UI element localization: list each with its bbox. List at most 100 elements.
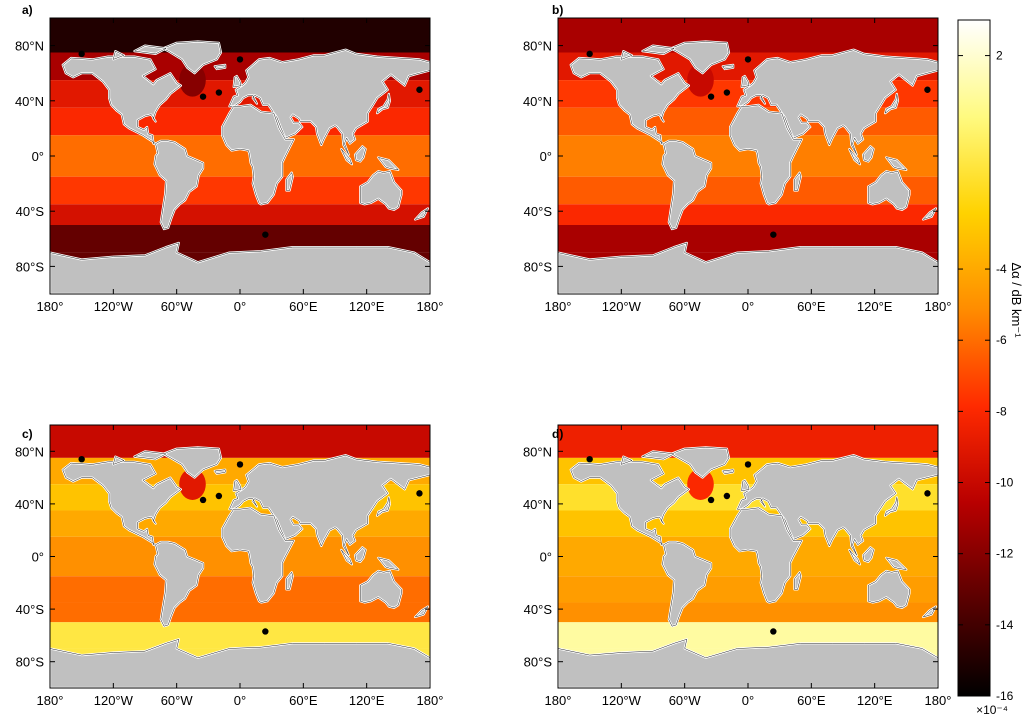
panel-label-b: b) (552, 3, 563, 17)
frame-b: 180° 120°W 60°W 0° 60°E 120°E 180° 80°N 40°N 0° 40… (523, 17, 951, 314)
map-panel-d: 180° 120°W 60°W 0° 60°E 120°E 180° 80°N 40°N 0° 40… (523, 424, 951, 708)
ocean-band (50, 602, 430, 623)
ocean-band (50, 425, 430, 458)
coastline (620, 456, 633, 465)
frame-a: 180° 120°W 60°W 0° 60°E 120°E 180° 80°N 40°N 0° 40… (15, 17, 443, 314)
station-marker (416, 86, 423, 93)
station-marker (199, 496, 207, 504)
x-tick-label: 60°E (289, 299, 318, 314)
coastline (884, 93, 899, 114)
coastline (884, 497, 899, 517)
coastline (868, 570, 910, 609)
x-tick-label: 120°W (94, 299, 134, 314)
colorbar-bar (957, 19, 991, 697)
colorbar-tick-label: -16 (996, 689, 1014, 703)
coastline (376, 93, 391, 114)
colorbar-tick-label: -14 (996, 618, 1014, 632)
landmass-c (50, 446, 430, 688)
coastline (862, 145, 874, 162)
coastline (233, 479, 242, 492)
y-tick-label: 40°S (16, 602, 45, 617)
colorbar: 2 -4 -6 -8 -10 -12 -14 -16 Δα / dB km⁻¹ ×10⁻⁴ (957, 19, 1024, 717)
station-marker (236, 56, 244, 63)
y-tick-label: 40°N (15, 497, 44, 512)
landmass-b (558, 40, 938, 294)
frame-d: 180° 120°W 60°W 0° 60°E 120°E 180° 80°N 40°N 0° 40… (523, 424, 951, 708)
station-marker (199, 93, 207, 100)
coastline (729, 507, 803, 603)
coastline (221, 507, 295, 603)
map-panel-a: 180° 120°W 60°W 0° 60°E 120°E 180° 80°N 40°N 0° 40… (15, 3, 443, 314)
coastline (849, 148, 861, 166)
y-tick-label: 0° (32, 550, 44, 565)
coastline (376, 497, 391, 517)
coastline (214, 469, 226, 474)
map-panel-c: 180° 120°W 60°W 0° 60°E 120°E 180° 80°N 40°N 0° 40… (15, 424, 443, 708)
coastline (112, 456, 125, 465)
y-tick-label: 80°S (16, 655, 45, 670)
coastline (133, 451, 167, 460)
colorbar-label: Δα / dB km⁻¹ (1009, 262, 1024, 338)
station-marker (236, 461, 244, 468)
coastline (662, 140, 712, 230)
x-tick-label: 0° (742, 299, 754, 314)
coastline (923, 207, 937, 220)
coastline (570, 56, 690, 146)
north-atlantic-anomaly (179, 468, 206, 500)
colorbar-ticks: 2 -4 -6 -8 -10 -12 -14 -16 (958, 49, 1014, 703)
coastline (570, 461, 690, 547)
coastline (415, 207, 429, 220)
x-tick-label: 120°E (857, 299, 893, 314)
landmass-d (558, 446, 938, 688)
x-tick-label: 180° (37, 693, 64, 708)
x-tick-label: 60°E (797, 693, 826, 708)
y-tick-label: 40°N (15, 94, 44, 109)
x-tick-label: 180° (545, 693, 572, 708)
coastline (722, 469, 734, 474)
coastline (341, 549, 353, 566)
coastline (620, 50, 633, 60)
x-tick-label: 120°E (857, 693, 893, 708)
panel-label-d: d) (552, 427, 563, 441)
x-tick-label: 180° (37, 299, 64, 314)
station-marker (416, 490, 423, 497)
coastline (558, 242, 938, 294)
y-tick-label: 80°S (524, 655, 553, 670)
x-tick-label: 60°E (289, 693, 318, 708)
coastline (741, 479, 750, 492)
coastline (112, 50, 125, 60)
y-tick-label: 0° (540, 149, 552, 164)
coastline (377, 156, 400, 171)
x-tick-label: 60°E (797, 299, 826, 314)
station-marker (924, 490, 931, 497)
coastline (641, 451, 675, 460)
station-marker (924, 86, 931, 93)
colorbar-tick-label: -12 (996, 547, 1014, 561)
coastline (162, 447, 222, 478)
colorbar-tick-label: -6 (996, 333, 1007, 347)
station-marker (744, 56, 752, 63)
coastline (162, 41, 222, 74)
x-tick-label: 120°E (349, 693, 385, 708)
y-tick-label: 80°N (15, 39, 44, 54)
colorbar-tick-label: -10 (996, 476, 1014, 490)
ocean-band (558, 425, 938, 458)
coastline (849, 549, 861, 566)
x-tick-label: 120°W (602, 693, 642, 708)
y-tick-label: 0° (540, 550, 552, 565)
coastline (154, 140, 204, 230)
coastline (722, 64, 734, 70)
north-atlantic-anomaly (179, 63, 206, 97)
coastline (360, 170, 402, 211)
coastline (670, 41, 730, 74)
colorbar-tick-label: -8 (996, 404, 1007, 418)
station-marker (78, 455, 85, 463)
station-marker (78, 50, 85, 58)
coastline (50, 242, 430, 294)
coastline (62, 461, 182, 547)
coastline (741, 75, 750, 88)
station-marker (707, 93, 715, 100)
x-tick-label: 120°W (602, 299, 642, 314)
station-marker (723, 89, 731, 96)
